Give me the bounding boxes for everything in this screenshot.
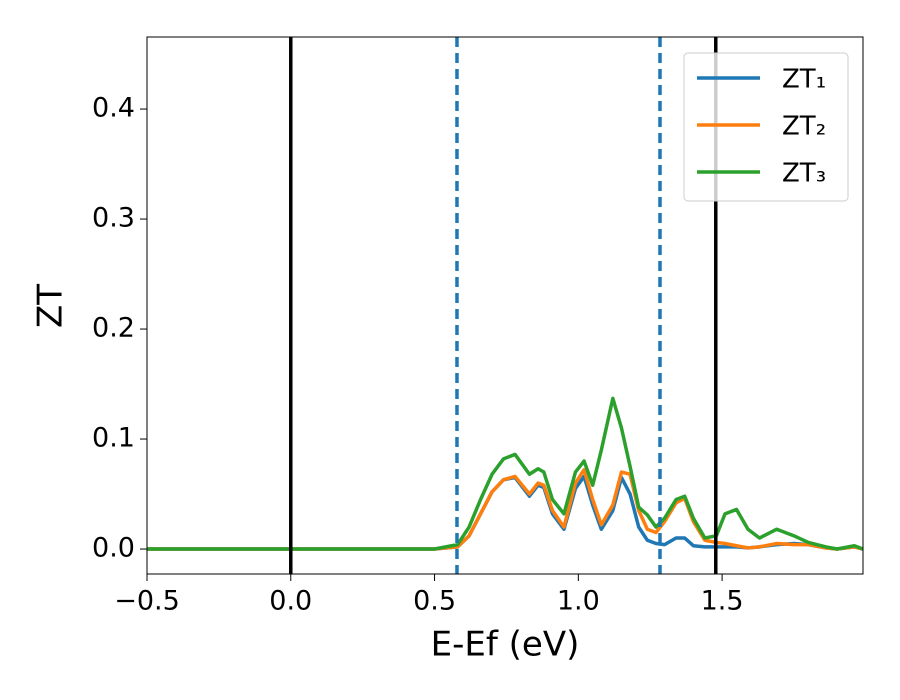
y-axis-label: ZT xyxy=(31,284,71,328)
x-tick-label: −0.5 xyxy=(114,586,180,617)
legend-label: ZT₁ xyxy=(782,65,826,95)
legend-box xyxy=(683,52,849,202)
x-tick-label: 1.5 xyxy=(701,586,744,617)
x-axis-label: E-Ef (eV) xyxy=(431,625,580,665)
y-tick-label: 0.2 xyxy=(92,313,135,344)
series-line xyxy=(147,396,864,551)
series-line xyxy=(147,474,864,551)
legend-label: ZT₂ xyxy=(782,112,826,142)
x-tick-label: 1.0 xyxy=(557,586,600,617)
plot-frame xyxy=(146,36,864,575)
y-tick-label: 0.3 xyxy=(92,203,135,234)
legend-label: ZT₃ xyxy=(782,159,826,189)
x-tick-label: 0.0 xyxy=(269,586,312,617)
y-tick-label: 0.1 xyxy=(92,423,135,454)
x-tick-label: 0.5 xyxy=(413,586,456,617)
y-tick-label: 0.0 xyxy=(92,533,135,564)
y-tick-label: 0.4 xyxy=(92,93,135,124)
